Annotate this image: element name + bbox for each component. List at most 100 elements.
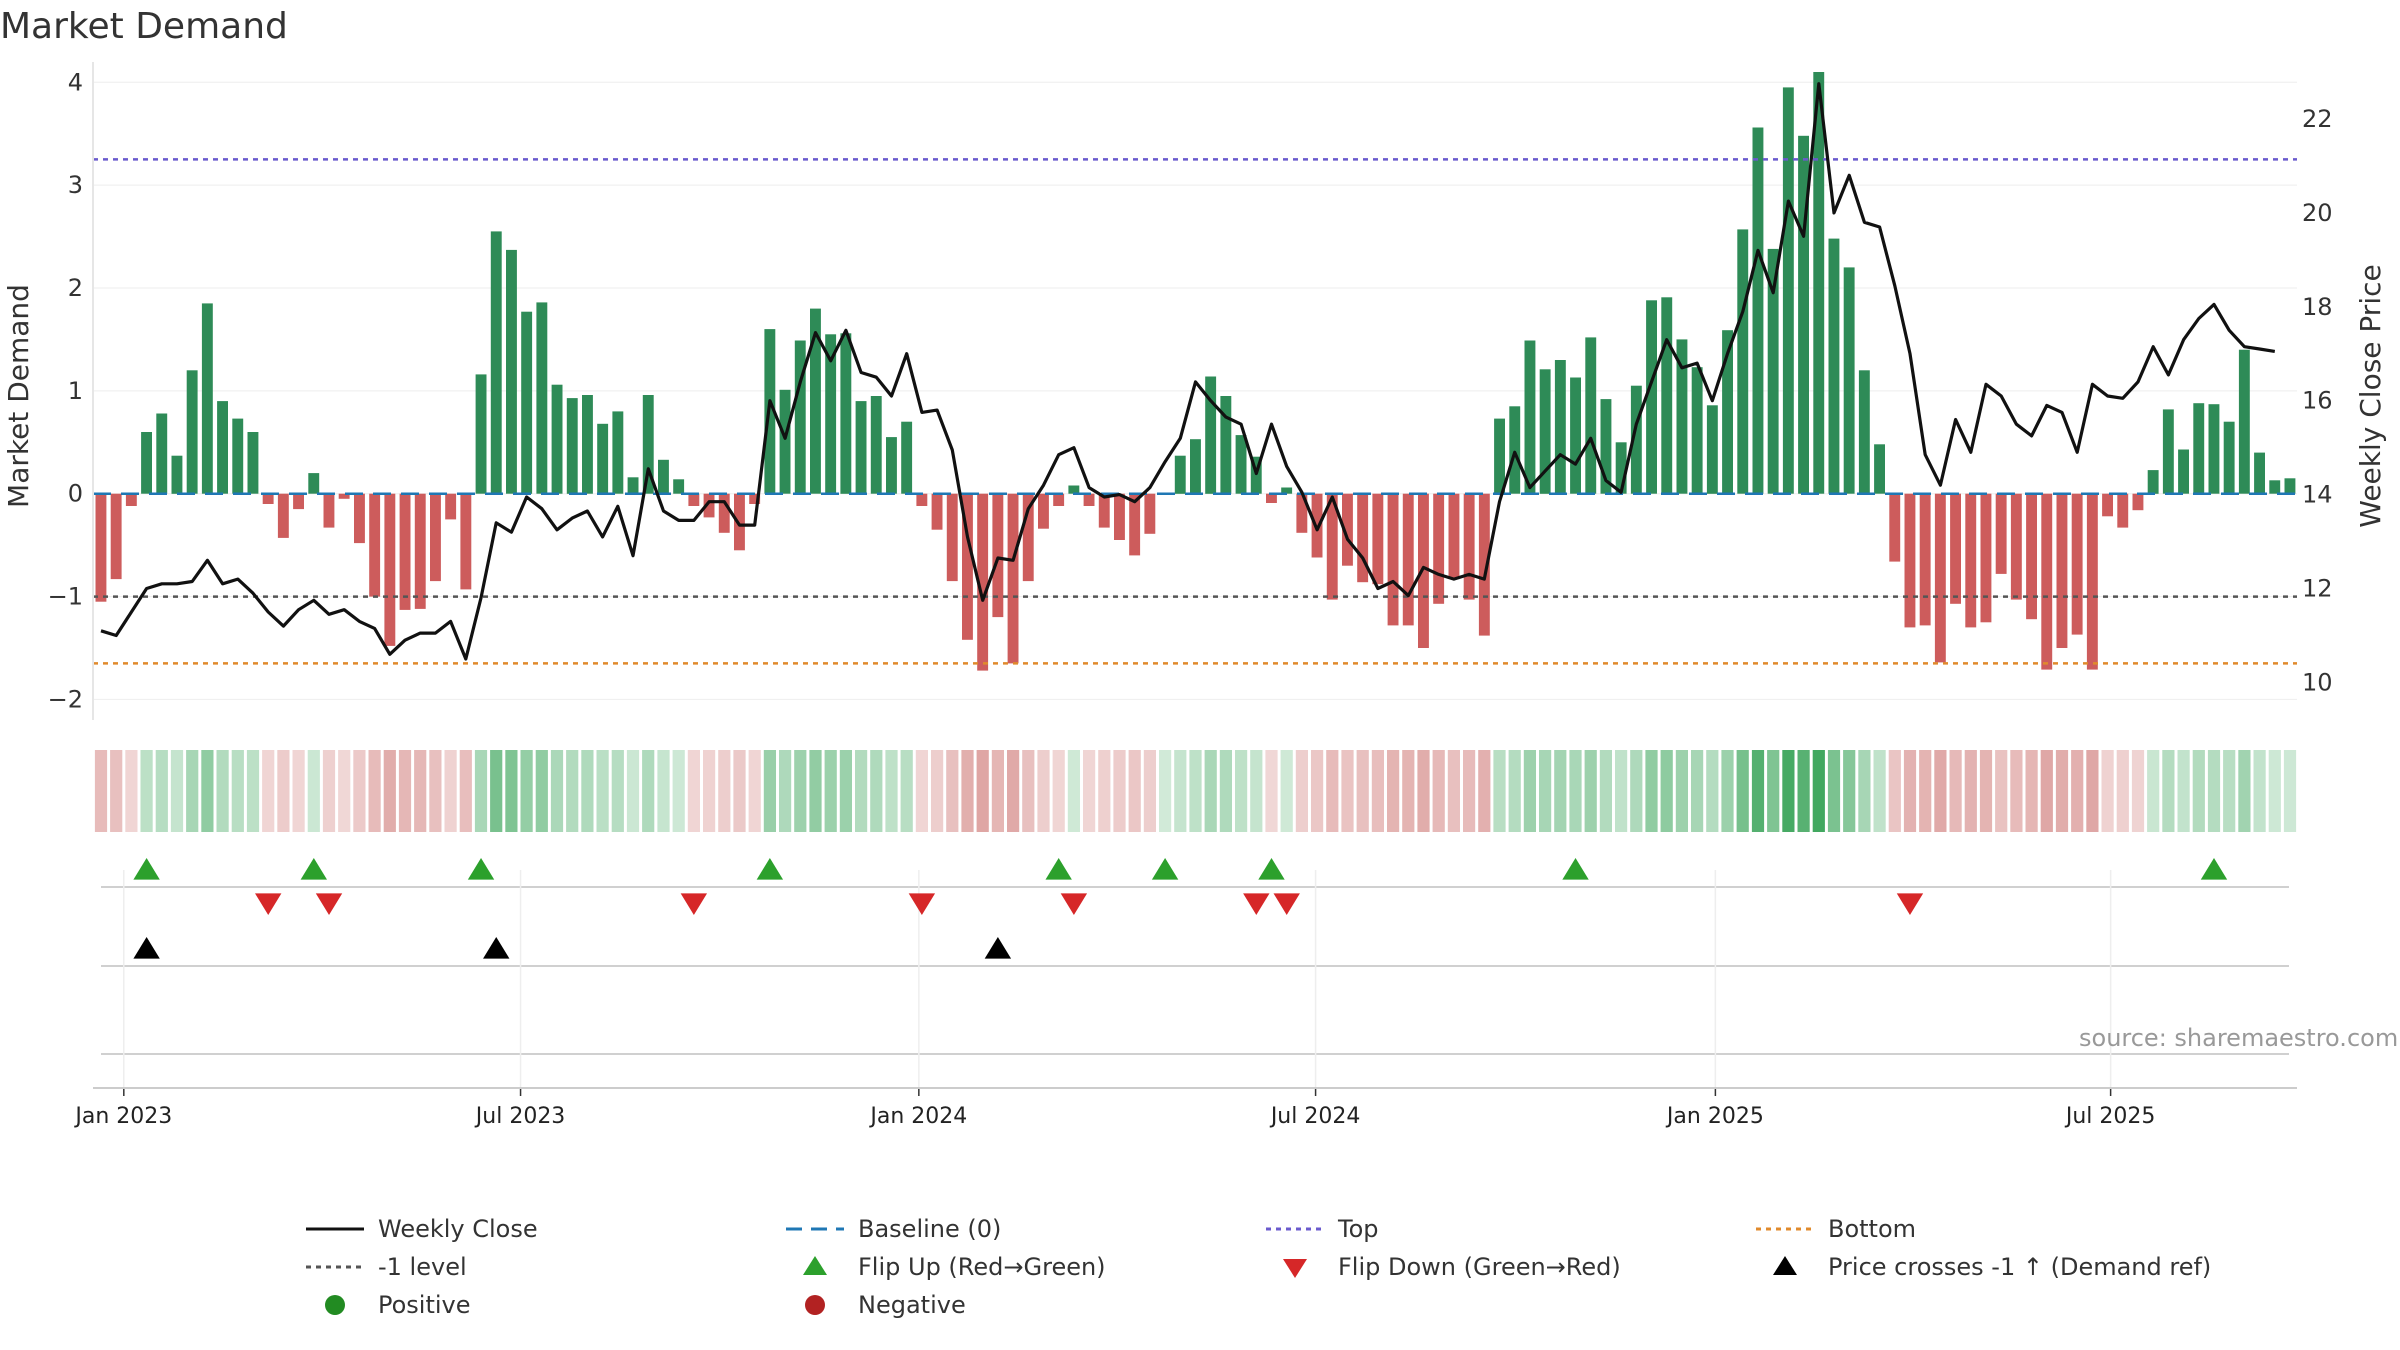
demand-bar	[1190, 439, 1201, 494]
heat-cell	[505, 750, 518, 832]
demand-bar	[201, 303, 213, 494]
demand-bar	[1585, 337, 1597, 494]
demand-bar	[1083, 493, 1095, 506]
demand-bar	[1053, 493, 1065, 506]
flip-down-marker	[1243, 893, 1270, 915]
heat-cell	[1539, 750, 1552, 832]
heat-cell	[1326, 750, 1339, 832]
heat-cell	[1782, 750, 1795, 832]
demand-bar	[1463, 493, 1475, 600]
demand-bar	[1813, 72, 1825, 494]
demand-bar	[1752, 127, 1764, 494]
demand-bar	[1828, 238, 1840, 494]
flip-up-marker	[467, 858, 495, 880]
heat-cell	[1311, 750, 1324, 832]
demand-bar	[399, 493, 411, 610]
demand-bar	[1661, 297, 1673, 494]
demand-bar	[460, 493, 472, 590]
demand-bar	[1782, 87, 1794, 494]
demand-bar	[810, 308, 821, 494]
demand-bar	[1235, 435, 1247, 494]
tri-down-icon	[1260, 1250, 1330, 1284]
heat-cell	[1873, 750, 1886, 832]
legend-item: Top	[1260, 1212, 1379, 1246]
demand-bar	[718, 493, 730, 533]
demand-bar	[1448, 493, 1460, 580]
flip-down-marker	[255, 893, 282, 915]
heat-cell	[1964, 750, 1977, 832]
demand-bar	[1706, 405, 1718, 494]
heat-cell	[931, 750, 944, 832]
heat-cell	[1478, 750, 1491, 832]
heat-cell	[429, 750, 442, 832]
heat-cell	[1341, 750, 1354, 832]
demand-bar	[749, 493, 761, 504]
demand-bar	[186, 370, 198, 494]
flip-down-marker	[315, 893, 343, 915]
demand-bar	[916, 493, 928, 506]
heat-cell	[596, 750, 609, 832]
heat-cell	[398, 750, 412, 832]
demand-bar	[141, 432, 152, 494]
demand-bar	[1387, 493, 1399, 626]
heat-cell	[2101, 750, 2114, 832]
heat-cell	[763, 750, 776, 832]
heat-cell	[1812, 750, 1825, 832]
heat-cell	[94, 750, 108, 832]
heat-cell	[626, 750, 640, 832]
demand-bar	[551, 384, 563, 494]
demand-bar	[2086, 493, 2098, 670]
x-tick-label: Jul 2024	[1269, 1104, 1361, 1129]
heat-cell	[1888, 750, 1901, 832]
heat-cell	[1250, 750, 1263, 832]
demand-bar	[1570, 377, 1581, 494]
heat-cell	[809, 750, 822, 832]
demand-bar	[369, 493, 381, 597]
demand-bar	[992, 493, 1004, 618]
heat-cell	[824, 750, 837, 832]
line-dot-icon	[300, 1250, 370, 1284]
legend-label: Positive	[378, 1291, 471, 1319]
heat-cell	[1660, 750, 1673, 832]
demand-bar	[247, 432, 259, 494]
heat-cell	[566, 750, 579, 832]
demand-bar	[1995, 493, 2007, 574]
heat-cell	[991, 750, 1004, 832]
heat-cell	[277, 750, 290, 832]
y2-tick-label: 22	[2302, 105, 2333, 133]
demand-bar	[384, 493, 396, 646]
legend-label: Weekly Close	[378, 1215, 538, 1243]
level-lines	[93, 158, 2297, 665]
heat-cell	[1189, 750, 1202, 832]
y2-tick-label: 10	[2302, 668, 2333, 696]
demand-bar	[1114, 493, 1125, 540]
heat-cell	[2040, 750, 2053, 832]
demand-bar	[734, 493, 745, 551]
y-tick-label: −2	[48, 685, 83, 713]
demand-bar	[2041, 493, 2053, 670]
legend-item: Weekly Close	[300, 1212, 538, 1246]
demand-bar	[1524, 340, 1536, 494]
heat-cell	[1706, 750, 1719, 832]
demand-bar	[506, 249, 517, 494]
legend-label: Flip Up (Red→Green)	[858, 1253, 1106, 1281]
heat-cell	[946, 750, 959, 832]
demand-bar	[597, 423, 609, 494]
demand-bar	[490, 231, 502, 494]
x-tick-label: Jan 2024	[868, 1104, 967, 1129]
marker-rows	[133, 858, 2228, 959]
demand-bar	[1767, 248, 1779, 494]
heat-cell	[155, 750, 168, 832]
demand-bar	[977, 493, 989, 671]
heat-cell	[870, 750, 883, 832]
heat-cell	[1736, 750, 1749, 832]
heat-cell	[1995, 750, 2008, 832]
heat-cell	[1295, 750, 1308, 832]
price-layer	[100, 82, 2276, 661]
circle-icon	[780, 1288, 850, 1322]
heat-cell	[1523, 750, 1536, 832]
demand-bar	[855, 401, 867, 494]
legend-item: Flip Up (Red→Green)	[780, 1250, 1106, 1284]
heat-cell	[490, 750, 503, 832]
